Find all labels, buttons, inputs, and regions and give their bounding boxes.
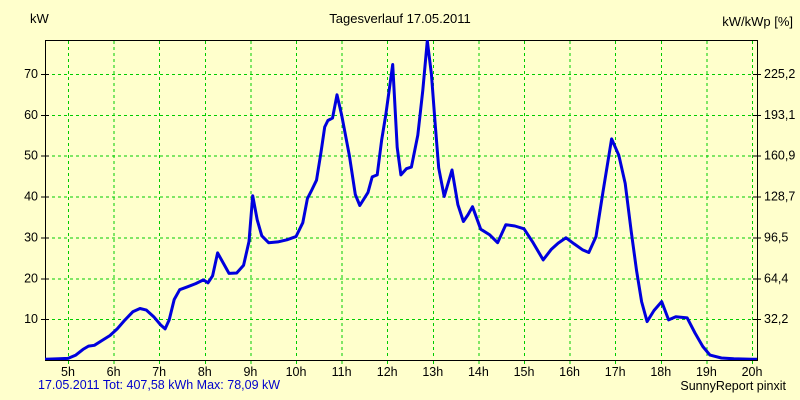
y-axis-left-tick-label: 40 — [24, 190, 38, 204]
y-axis-left-tick-label: 50 — [24, 149, 38, 163]
x-axis-tick-label: 17h — [605, 365, 626, 379]
x-axis-tick-label: 12h — [377, 365, 398, 379]
y-axis-left-tick-label: 30 — [24, 230, 38, 244]
y-axis-left-tick-label: 60 — [24, 108, 38, 122]
chart-title: Tagesverlauf 17.05.2011 — [329, 11, 471, 26]
footer-app-brand: SunnyReport pinxit — [680, 379, 786, 393]
y-axis-right-tick-label: 225,2 — [764, 67, 795, 81]
x-axis-tick-label: 11h — [332, 365, 352, 379]
x-axis-tick-label: 20h — [742, 365, 763, 379]
x-axis-tick-label: 16h — [559, 365, 580, 379]
x-axis-tick-label: 15h — [514, 365, 535, 379]
y-axis-right-unit-label: kW/kWp [%] — [722, 14, 793, 29]
x-axis-tick-label: 18h — [650, 365, 671, 379]
x-axis-tick-label: 14h — [468, 365, 489, 379]
y-axis-left-tick-label: 10 — [24, 312, 38, 326]
plot-border — [45, 40, 758, 361]
y-axis-left-unit-label: kW — [30, 11, 49, 26]
x-axis-tick-label: 5h — [61, 365, 75, 379]
y-axis-right-tick-label: 160,9 — [764, 149, 795, 163]
x-axis-tick-label: 7h — [152, 365, 166, 379]
x-axis-tick-label: 13h — [422, 365, 443, 379]
y-axis-left-tick-label: 20 — [24, 271, 38, 285]
y-axis-left-tick-label: 70 — [24, 67, 38, 81]
x-axis-tick-label: 10h — [286, 365, 307, 379]
y-axis-right-tick-label: 128,7 — [764, 190, 795, 204]
x-axis-tick-label: 9h — [243, 365, 257, 379]
x-axis-tick-label: 8h — [198, 365, 212, 379]
y-axis-right-tick-label: 64,4 — [764, 271, 788, 285]
y-axis-right-tick-label: 96,5 — [764, 230, 788, 244]
y-axis-right-tick-label: 193,1 — [764, 108, 795, 122]
x-axis-tick-label: 6h — [107, 365, 121, 379]
power-curve — [45, 40, 757, 360]
footer-day-summary: 17.05.2011 Tot: 407,58 kWh Max: 78,09 kW — [38, 378, 281, 392]
x-axis-tick-label: 19h — [696, 365, 717, 379]
y-axis-right-tick-label: 32,2 — [764, 312, 788, 326]
